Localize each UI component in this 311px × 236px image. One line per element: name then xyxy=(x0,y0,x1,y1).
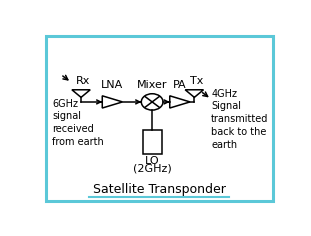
Text: 6GHz
signal
received
from earth: 6GHz signal received from earth xyxy=(52,99,104,147)
Text: LNA: LNA xyxy=(101,80,123,90)
Text: Mixer: Mixer xyxy=(137,80,167,90)
Text: PA: PA xyxy=(173,80,187,90)
Text: LO: LO xyxy=(145,156,160,166)
Text: (2GHz): (2GHz) xyxy=(133,164,172,174)
Text: Tx: Tx xyxy=(189,76,203,86)
Text: 4GHz
Signal
transmitted
back to the
earth: 4GHz Signal transmitted back to the eart… xyxy=(211,88,269,150)
Text: Satellite Transponder: Satellite Transponder xyxy=(93,183,226,196)
Text: Rx: Rx xyxy=(76,76,91,86)
